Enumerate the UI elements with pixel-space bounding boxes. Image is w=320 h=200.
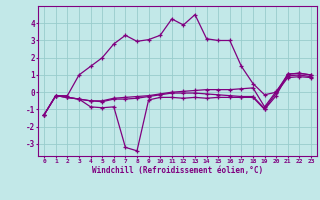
X-axis label: Windchill (Refroidissement éolien,°C): Windchill (Refroidissement éolien,°C) xyxy=(92,166,263,175)
